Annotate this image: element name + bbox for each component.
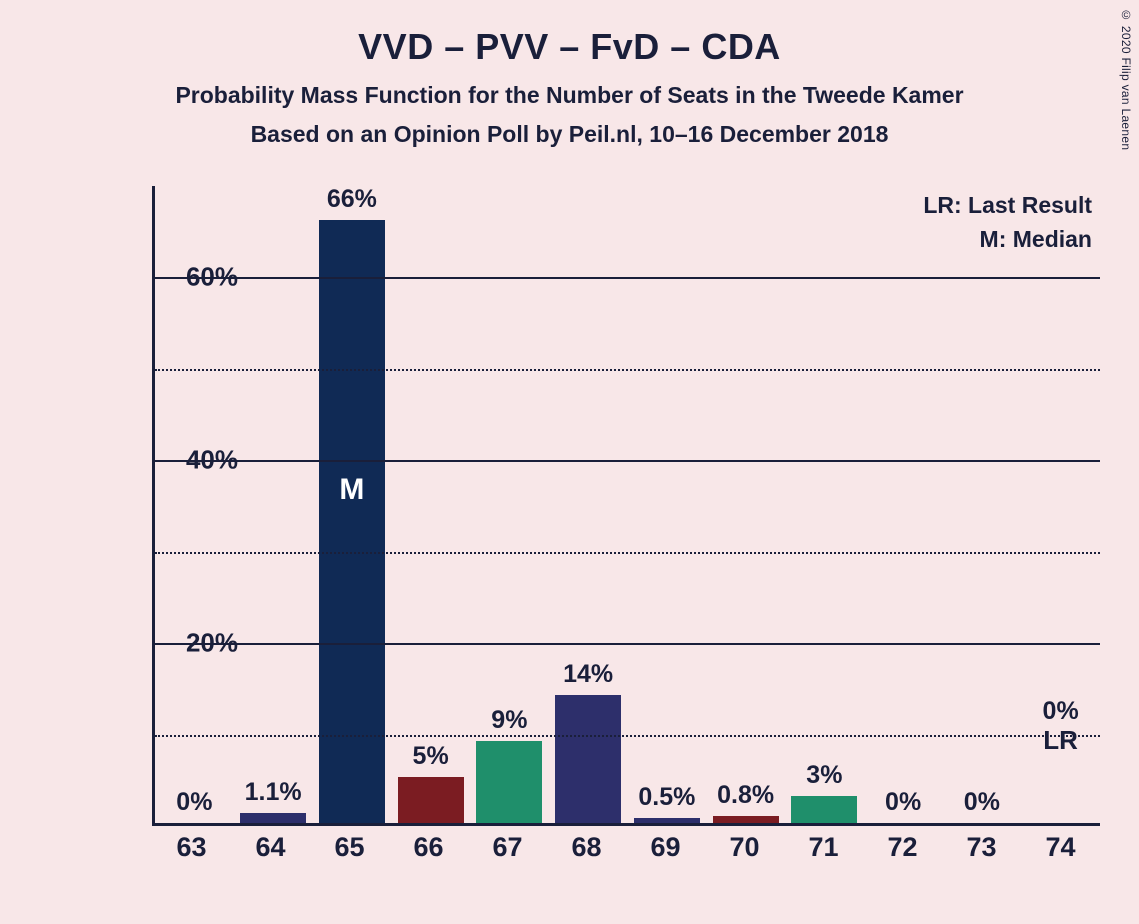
bar: 5% [398,777,464,823]
last-result-marker: LR [1043,725,1078,756]
gridline-major [155,277,1100,279]
median-marker: M [339,473,364,507]
x-tick-label: 65 [310,832,389,863]
bar-slot: LR0% [1021,186,1100,823]
bar-slot: 5% [391,186,470,823]
x-tick-label: 71 [784,832,863,863]
x-tick-label: 67 [468,832,547,863]
bars-group: 0%1.1%66%M5%9%14%0.5%0.8%3%0%0%LR0% [155,186,1100,823]
bar-value-label: 1.1% [245,778,302,813]
bar-value-label: 3% [806,761,842,796]
bar: 66%M [319,220,385,823]
x-tick-label: 68 [547,832,626,863]
x-tick-label: 72 [863,832,942,863]
bar-slot: 3% [785,186,864,823]
x-tick-label: 73 [942,832,1021,863]
bar: 14% [555,695,621,823]
bar-value-label: 5% [413,742,449,777]
bar-slot: 66% M [313,186,392,823]
bar-slot: 0% [864,186,943,823]
y-tick-label: 40% [148,445,238,476]
bar-value-label: 0% [885,788,921,823]
x-tick-label: 70 [705,832,784,863]
bar-value-label: 0% [1043,697,1079,726]
bar-slot: 1.1% [234,186,313,823]
x-tick-label: 64 [231,832,310,863]
bar: 3% [791,796,857,823]
bar-value-label: 0% [176,788,212,823]
bar-value-label: 14% [563,660,613,695]
gridline-minor [155,735,1100,737]
x-tick-label: 74 [1021,832,1100,863]
bar-slot: 0.5% [628,186,707,823]
bar-value-label: 66% [327,185,377,220]
bar: 1.1% [240,813,306,823]
bar-slot: 0% [943,186,1022,823]
chart-title: VVD – PVV – FvD – CDA [0,0,1139,68]
x-tick-label: 66 [389,832,468,863]
bar: 0.8% [713,816,779,823]
y-tick-label: 60% [148,262,238,293]
bar-slot: 0.8% [706,186,785,823]
x-tick-label: 63 [152,832,231,863]
gridline-minor [155,369,1100,371]
plot-area: LR: Last Result M: Median 0%1.1%66%M5%9%… [152,186,1100,826]
bar-slot: 14% [549,186,628,823]
x-axis-ticks: 636465666768697071727374 [152,832,1100,863]
bar-value-label: 0% [964,788,1000,823]
chart-subtitle: Probability Mass Function for the Number… [0,82,1139,109]
y-tick-label: 20% [148,628,238,659]
gridline-major [155,460,1100,462]
x-tick-label: 69 [626,832,705,863]
gridline-minor [155,552,1100,554]
bar-value-label: 0.5% [638,783,695,818]
gridline-major [155,643,1100,645]
bar-slot: 9% [470,186,549,823]
bar: 9% [476,741,542,823]
chart-container: LR: Last Result M: Median 0%1.1%66%M5%9%… [60,186,1100,886]
bar: 0.5% [634,818,700,823]
bar-value-label: 0.8% [717,781,774,816]
chart-subtitle-2: Based on an Opinion Poll by Peil.nl, 10–… [0,121,1139,148]
copyright-text: © 2020 Filip van Laenen [1119,8,1133,150]
